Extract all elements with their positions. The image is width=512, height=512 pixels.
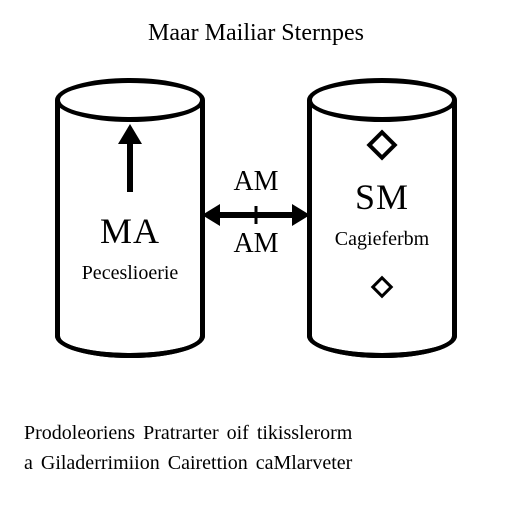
- left-big-label: MA: [100, 210, 160, 252]
- middle-label-bottom: AM: [212, 228, 300, 260]
- middle-column: AM AM: [212, 160, 300, 266]
- right-big-label: SM: [355, 176, 409, 218]
- diamond-icon: [366, 129, 397, 160]
- arrow-tick: [255, 206, 258, 224]
- double-arrow-icon: [218, 212, 294, 218]
- caption-line-1: Prodoleoriens Pratrarter oif tikissleror…: [24, 422, 352, 444]
- left-sub-label: Peceslioerie: [82, 262, 179, 285]
- middle-label-top: AM: [212, 166, 300, 198]
- right-sub-label: Cagieferbm: [335, 228, 429, 251]
- diagram-canvas: { "title": "Maar Mailiar Sternpes", "lef…: [0, 0, 512, 512]
- diagram-title: Maar Mailiar Sternpes: [0, 20, 512, 47]
- up-arrow-icon: [127, 142, 133, 192]
- diamond-icon: [371, 276, 394, 299]
- caption-line-2: a Giladerrimiion Cairettion caMlarveter: [24, 452, 352, 474]
- caption-text: Prodoleoriens Pratrarter oif tikissleror…: [24, 418, 488, 478]
- right-cylinder-content: SM Cagieferbm: [307, 78, 457, 358]
- left-cylinder-content: MA Peceslioerie: [55, 78, 205, 358]
- right-cylinder: SM Cagieferbm: [307, 78, 457, 358]
- left-cylinder: MA Peceslioerie: [55, 78, 205, 358]
